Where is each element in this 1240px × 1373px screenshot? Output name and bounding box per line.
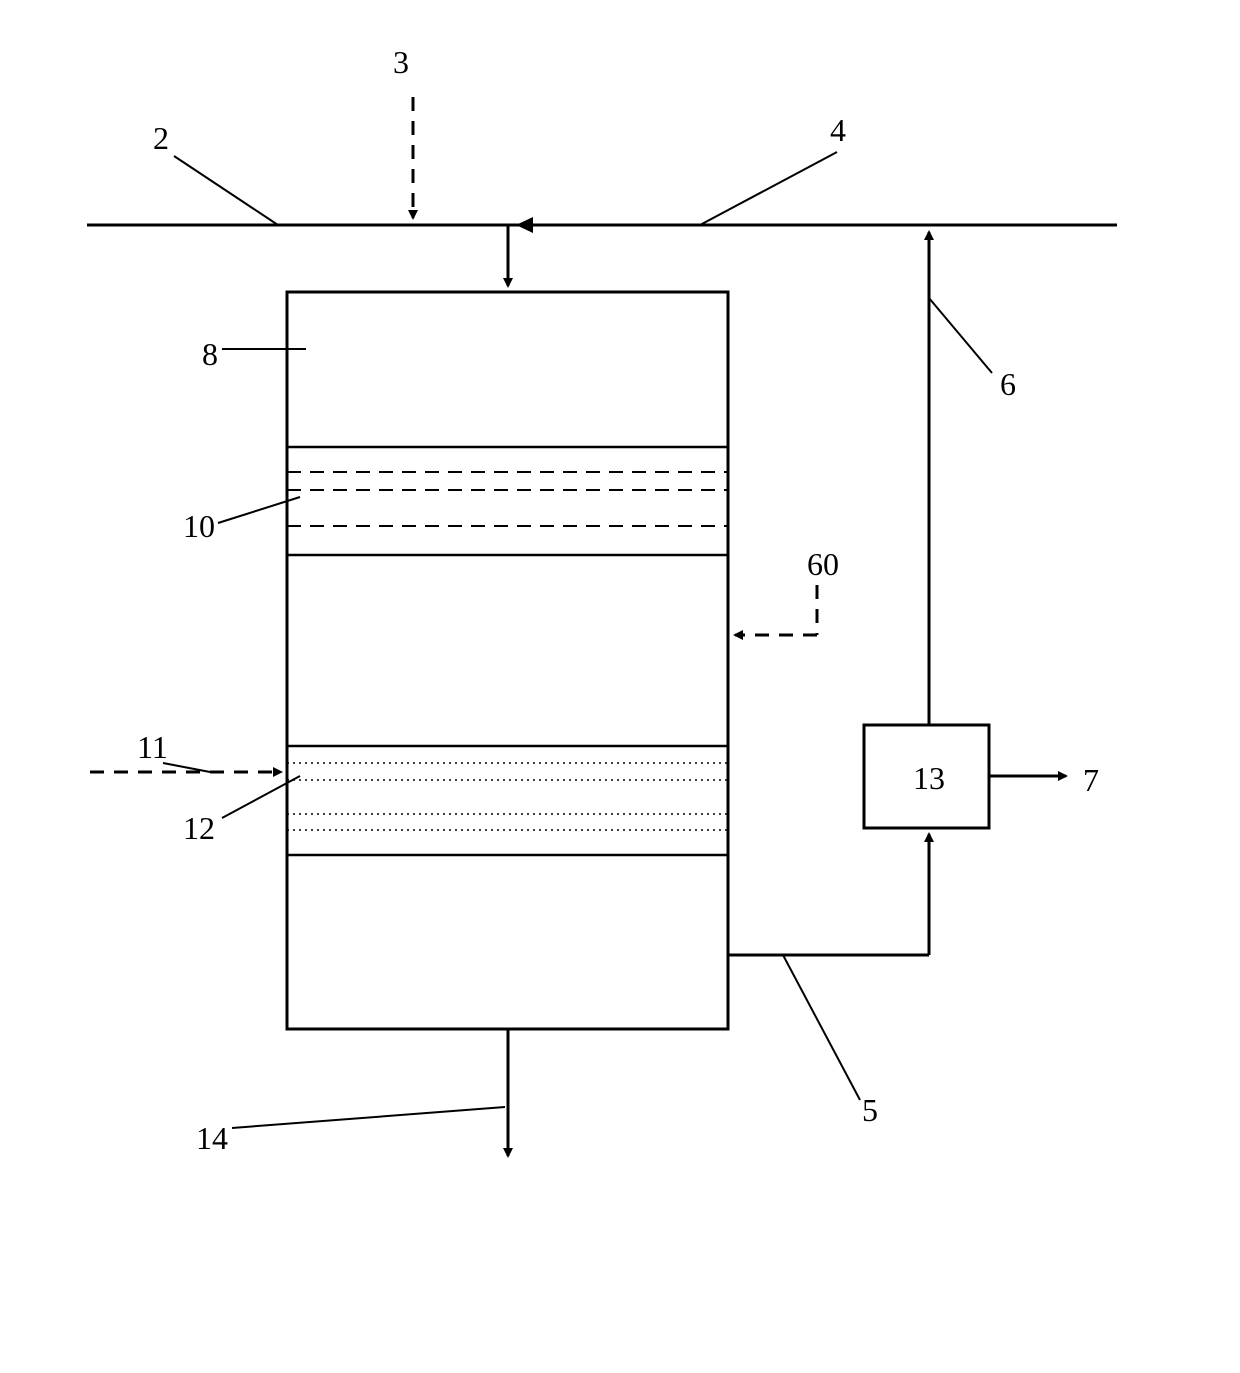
label-10: 10	[183, 508, 215, 545]
leader-14	[232, 1107, 505, 1128]
label-12: 12	[183, 810, 215, 847]
diagram-svg	[0, 0, 1240, 1373]
arrow-main-left	[516, 217, 533, 233]
label-4: 4	[830, 112, 846, 149]
label-14: 14	[196, 1120, 228, 1157]
label-3: 3	[393, 44, 409, 81]
label-2: 2	[153, 120, 169, 157]
label-60: 60	[807, 546, 839, 583]
label-11: 11	[137, 729, 168, 766]
leader-2	[174, 156, 278, 225]
label-6: 6	[1000, 366, 1016, 403]
leader-6	[929, 298, 992, 373]
reactor-box	[287, 292, 728, 1029]
label-5: 5	[862, 1092, 878, 1129]
label-8: 8	[202, 336, 218, 373]
label-7: 7	[1083, 762, 1099, 799]
label-13: 13	[913, 760, 945, 797]
leader-5	[783, 955, 860, 1100]
leader-4	[700, 152, 837, 225]
